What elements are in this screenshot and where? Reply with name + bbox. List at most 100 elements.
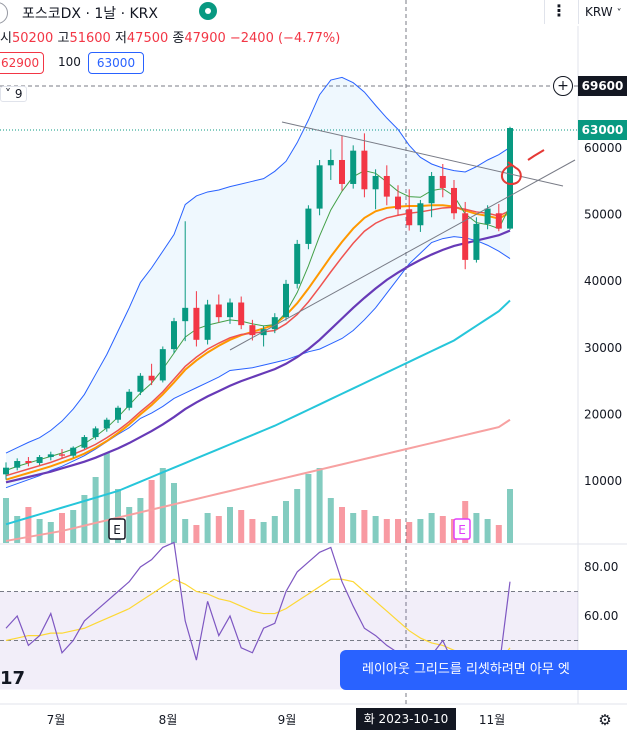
volume-bar — [350, 513, 357, 543]
candle-body — [137, 375, 144, 392]
volume-bar — [36, 519, 43, 543]
buy-button[interactable]: 63000 — [88, 52, 144, 74]
gear-icon[interactable]: ⚙ — [598, 711, 612, 729]
price-tick-label: 60000 — [584, 141, 622, 155]
time-tick-label: 8월 — [159, 713, 178, 727]
candle-body — [271, 317, 278, 330]
bollinger-bands — [5, 76, 511, 489]
rsi-tick-label: 60.00 — [584, 609, 618, 623]
candles — [3, 126, 513, 480]
candle-body — [126, 391, 133, 408]
volume-bar — [327, 498, 334, 543]
volume-bar — [417, 519, 424, 543]
candle-body — [294, 243, 301, 284]
volume-bar — [81, 495, 88, 543]
volume-bar — [406, 522, 413, 543]
earnings-marker — [453, 518, 471, 540]
volume-bar — [204, 513, 211, 543]
drawings[interactable] — [229, 121, 576, 351]
candle-body — [462, 213, 469, 260]
low-value: 47500 — [126, 31, 169, 46]
close-value: 47900 — [184, 31, 226, 46]
ma-red — [5, 206, 511, 477]
ma-long-pink — [5, 418, 511, 542]
close-label: 종 — [172, 31, 185, 46]
candle-body — [439, 175, 446, 188]
ma-teal — [5, 299, 511, 526]
volume-bar — [260, 522, 267, 543]
candle-body — [428, 175, 435, 204]
price-tick-label: 10000 — [584, 474, 622, 488]
tradingview-logo[interactable]: 17 — [0, 668, 26, 689]
candle-body — [350, 150, 357, 184]
crosshair-date-badge: 화 2023-10-10 — [356, 708, 456, 730]
volume-bar — [126, 507, 133, 543]
candle-body — [204, 304, 211, 340]
candle-body — [215, 304, 222, 318]
add-alert-icon[interactable]: + — [553, 76, 573, 96]
volume-bar — [25, 507, 32, 543]
indicators-toggle[interactable]: ˅ 9 — [0, 86, 28, 102]
chevron-down-icon: ˅ — [616, 8, 622, 19]
rsi-tick-label: 80.00 — [584, 560, 618, 574]
candle-body — [305, 208, 312, 244]
candle-body — [171, 321, 177, 350]
volume-bar — [383, 519, 390, 543]
candle-body — [406, 209, 413, 226]
volume-bar — [361, 510, 368, 543]
volume-bar — [339, 507, 345, 543]
volume-bar — [159, 468, 166, 543]
volume-bar — [507, 489, 513, 543]
volume-bar — [193, 525, 200, 543]
volume-bar — [484, 519, 491, 543]
candle-body — [159, 349, 166, 381]
candle-body — [372, 175, 379, 190]
axes: 60000 50000 40000 30000 20000 10000 80.00 60.00… — [47, 141, 623, 727]
volume-bar — [428, 513, 435, 543]
annotation-circle — [501, 161, 522, 186]
candle-body — [81, 437, 88, 448]
volume-bar — [103, 453, 110, 543]
earnings-marker — [108, 518, 126, 540]
volume-bars — [3, 453, 513, 543]
trendline-resistance — [281, 121, 564, 187]
sell-button[interactable]: 62900 — [0, 52, 44, 74]
open-value: 50200 — [11, 31, 54, 46]
candle-body — [14, 461, 21, 468]
time-tick-label: 11월 — [479, 713, 505, 727]
candle-body — [70, 447, 77, 456]
more-button[interactable]: ⋮ — [544, 0, 573, 24]
volume-bar — [395, 519, 401, 543]
currency-button[interactable]: KRW ˅ — [578, 0, 627, 24]
price-tick-label: 20000 — [584, 407, 622, 421]
volume-bar — [215, 516, 222, 543]
time-tick-label: 7월 — [47, 713, 66, 727]
candle-body — [36, 457, 43, 464]
candle-body — [115, 407, 121, 420]
candle-body — [339, 159, 345, 184]
symbol-title[interactable]: 포스코DX · 1날 · KRX — [22, 6, 158, 22]
volume-bar — [294, 489, 301, 543]
candle-body — [260, 329, 267, 336]
candle-body — [316, 165, 323, 209]
candle-body — [3, 467, 9, 475]
bollinger-fill — [6, 77, 510, 488]
volume-bar — [439, 516, 446, 543]
candle-body — [495, 213, 502, 229]
candle-body — [249, 325, 256, 336]
candle-body — [103, 419, 110, 429]
candle-body — [473, 223, 480, 260]
candle-body — [148, 375, 155, 381]
volume-bar — [59, 513, 65, 543]
candle-body — [47, 454, 54, 458]
volume-bar — [182, 519, 189, 543]
candle-body — [283, 283, 289, 318]
candle-body — [238, 302, 245, 326]
volume-bar — [3, 498, 9, 543]
price-tick-label: 40000 — [584, 274, 622, 288]
ma-orange — [5, 204, 511, 481]
reset-grid-toast[interactable]: 레이아웃 그리드를 리셋하려면 아무 엣 — [340, 650, 627, 690]
chevron-down-icon: ˅ — [5, 87, 11, 101]
ma-green — [5, 170, 511, 471]
